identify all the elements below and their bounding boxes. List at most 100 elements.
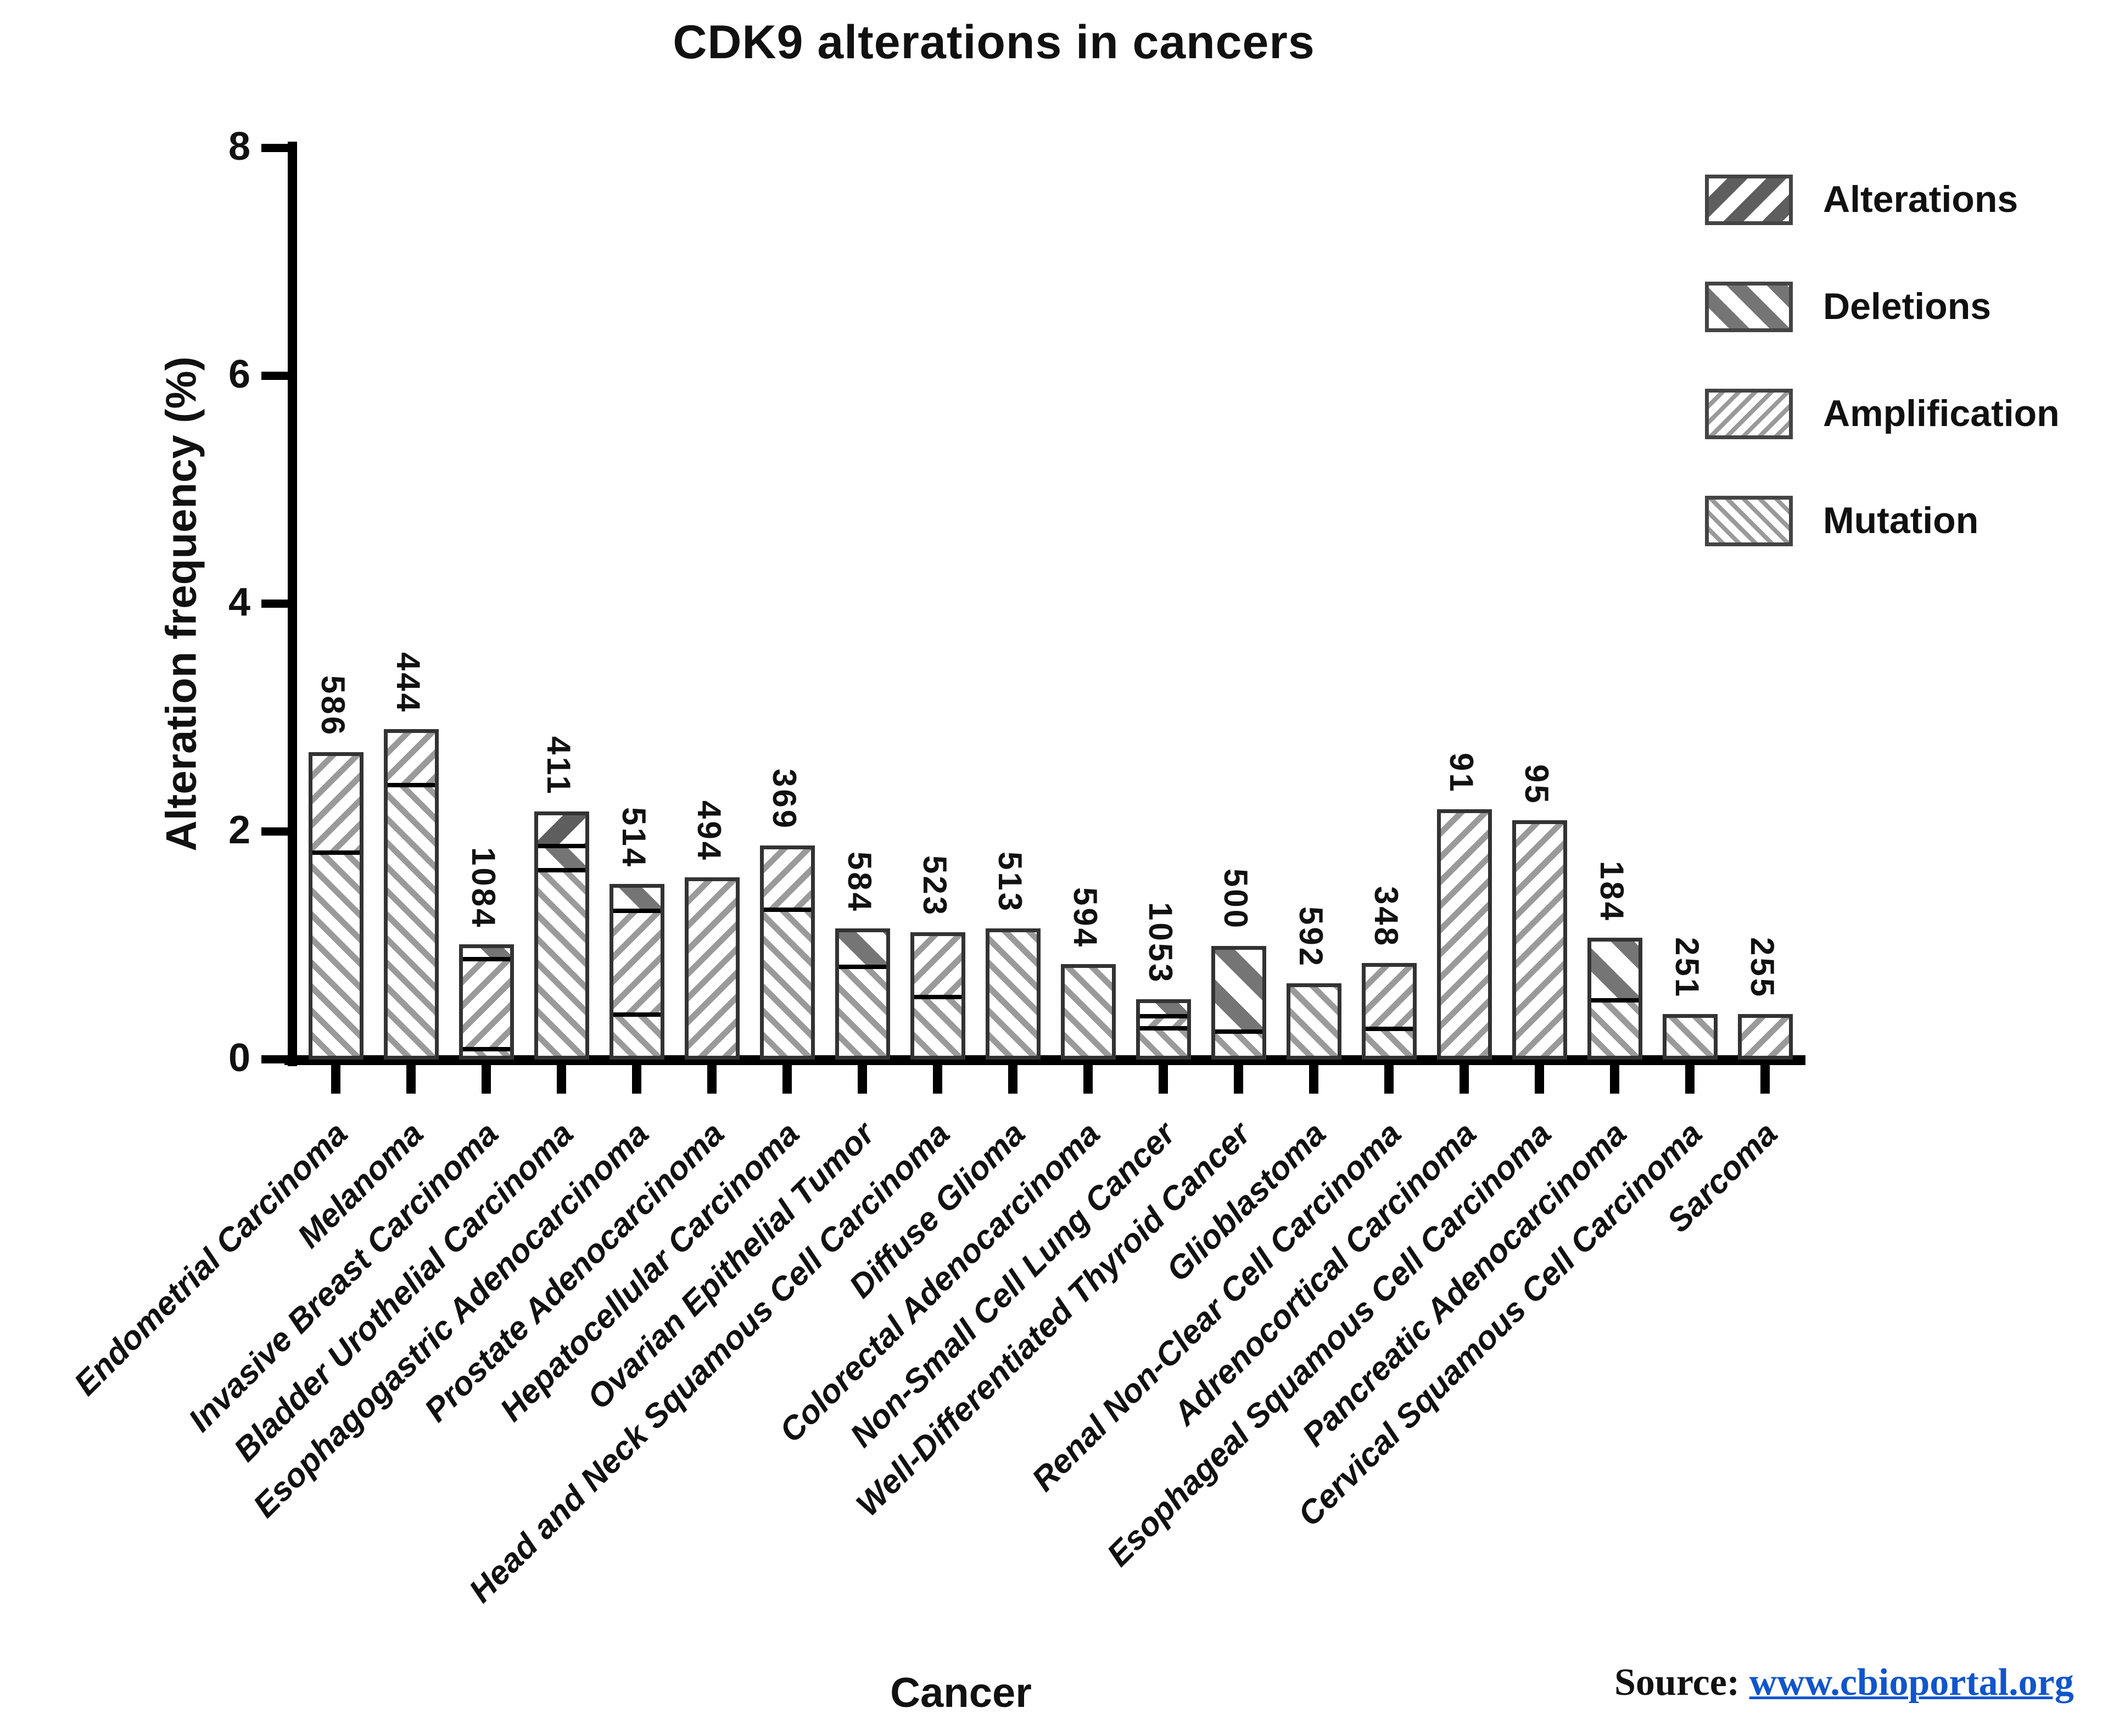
x-axis-tick xyxy=(1760,1065,1770,1094)
bar-segment-deletions xyxy=(1591,941,1639,998)
bar-segment-deletions xyxy=(1215,949,1262,1029)
legend-swatch-deletions xyxy=(1705,282,1793,332)
x-axis-tick xyxy=(858,1065,867,1094)
x-axis-tick xyxy=(1309,1065,1318,1094)
legend-swatch-amplification xyxy=(1705,389,1793,439)
sample-size-label: 586 xyxy=(315,675,351,737)
y-axis-tick-label: 4 xyxy=(228,580,250,624)
bar-segment-mutation xyxy=(613,1012,661,1056)
bar-segment-amplification xyxy=(388,733,435,783)
x-axis-tick xyxy=(331,1065,340,1094)
bar-diffuse-glioma xyxy=(986,928,1041,1060)
bar-melanoma xyxy=(384,729,439,1060)
sample-size-label: 348 xyxy=(1368,886,1405,948)
legend-swatch-mutation xyxy=(1705,496,1793,546)
bar-segment-amplification xyxy=(1140,1013,1187,1026)
chart-title: CDK9 alterations in cancers xyxy=(673,16,1315,69)
sample-size-label: 1084 xyxy=(465,847,502,929)
legend-label-amplification: Amplification xyxy=(1823,393,2060,434)
bar-segment-deletions xyxy=(613,888,661,909)
bar-esophagogastric-adenocarcinoma xyxy=(610,884,664,1060)
bar-segment-mutation xyxy=(463,1047,510,1056)
x-axis-line xyxy=(284,1055,1805,1065)
bar-segment-amplification xyxy=(1441,813,1488,1056)
legend-label-mutation: Mutation xyxy=(1823,500,1979,541)
x-axis-tick xyxy=(1234,1065,1243,1094)
bar-colorectal-adenocarcinoma xyxy=(1061,964,1116,1060)
bar-segment-amplification xyxy=(312,755,360,850)
bar-segment-mutation xyxy=(312,850,360,1056)
sample-size-label: 95 xyxy=(1518,764,1555,805)
bar-segment-mutation xyxy=(1591,998,1639,1056)
y-axis-tick xyxy=(261,144,288,152)
bar-pancreatic-adenocarcinoma xyxy=(1587,937,1642,1060)
bar-segment-mutation xyxy=(914,994,961,1056)
bar-segment-amplification xyxy=(764,849,811,908)
x-axis-tick xyxy=(632,1065,641,1094)
bar-segment-amplification xyxy=(463,956,510,1048)
bar-segment-amplification xyxy=(914,936,961,995)
sample-size-label: 184 xyxy=(1593,860,1630,922)
source-prefix: Source: xyxy=(1614,1661,1740,1704)
bar-bladder-urothelial-carcinoma xyxy=(534,811,589,1060)
bar-segment-mutation xyxy=(1140,1026,1187,1056)
bar-hepatocellular-carcinoma xyxy=(760,845,815,1060)
bar-glioblastoma xyxy=(1287,983,1341,1060)
bar-segment-mutation xyxy=(839,964,886,1056)
sample-size-label: 523 xyxy=(916,855,953,917)
sample-size-label: 251 xyxy=(1669,937,1706,999)
bar-prostate-adenocarcinoma xyxy=(685,877,740,1060)
y-axis-tick xyxy=(261,1055,288,1063)
bar-segment-alterations xyxy=(538,815,585,844)
x-axis-tick xyxy=(1008,1065,1017,1094)
sample-size-label: 513 xyxy=(992,852,1028,914)
bar-well-differentiated-thyroid-cancer xyxy=(1211,945,1266,1060)
sample-size-label: 91 xyxy=(1443,752,1480,794)
legend-label-deletions: Deletions xyxy=(1823,285,1992,327)
x-axis-tick xyxy=(707,1065,717,1094)
x-axis-tick xyxy=(1083,1065,1093,1094)
sample-size-label: 584 xyxy=(841,852,878,914)
x-axis-tick xyxy=(1685,1065,1695,1094)
bar-adrenocortical-carcinoma xyxy=(1437,809,1492,1060)
bar-esophageal-squamous-cell-carcinoma xyxy=(1512,820,1567,1060)
y-axis-line xyxy=(288,142,297,1066)
sample-size-label: 1053 xyxy=(1142,901,1179,984)
sample-size-label: 514 xyxy=(616,807,652,869)
x-axis-tick xyxy=(1384,1065,1394,1094)
x-axis-tick xyxy=(1159,1065,1168,1094)
y-axis-tick xyxy=(261,600,288,608)
bar-segment-deletions xyxy=(463,948,510,957)
bar-segment-mutation xyxy=(1366,1026,1413,1056)
bar-renal-non-clear-cell-carcinoma xyxy=(1362,962,1417,1060)
x-axis-tick xyxy=(482,1065,491,1094)
x-axis-title: Cancer xyxy=(890,1670,1032,1716)
bar-segment-amplification xyxy=(689,881,736,1056)
x-axis-tick xyxy=(1460,1065,1469,1094)
bar-segment-mutation xyxy=(388,783,435,1056)
bar-segment-amplification xyxy=(613,909,661,1012)
sample-size-label: 411 xyxy=(540,736,577,796)
x-axis-tick xyxy=(406,1065,416,1094)
sample-size-label: 255 xyxy=(1744,937,1781,999)
y-axis-tick-label: 6 xyxy=(228,352,250,396)
x-axis-tick xyxy=(1535,1065,1544,1094)
bar-sarcoma xyxy=(1738,1014,1793,1060)
bar-segment-amplification xyxy=(1516,824,1563,1056)
bar-segment-mutation xyxy=(989,932,1037,1056)
legend-label-alterations: Alterations xyxy=(1823,178,2018,220)
bar-segment-mutation xyxy=(1290,987,1338,1056)
x-axis-tick xyxy=(782,1065,792,1094)
source-link[interactable]: www.cbioportal.org xyxy=(1749,1661,2074,1704)
bar-cervical-squamous-cell-carcinoma xyxy=(1663,1014,1718,1060)
bar-segment-mutation xyxy=(764,907,811,1056)
source-line: Source: www.cbioportal.org xyxy=(1614,1661,2074,1705)
x-axis-tick xyxy=(933,1065,942,1094)
y-axis-tick-label: 2 xyxy=(228,808,250,852)
bar-ovarian-epithelial-tumor xyxy=(835,928,890,1060)
y-axis-tick-label: 8 xyxy=(228,125,250,169)
sample-size-label: 444 xyxy=(390,652,427,714)
sample-size-label: 500 xyxy=(1217,869,1254,931)
x-axis-tick xyxy=(557,1065,566,1094)
